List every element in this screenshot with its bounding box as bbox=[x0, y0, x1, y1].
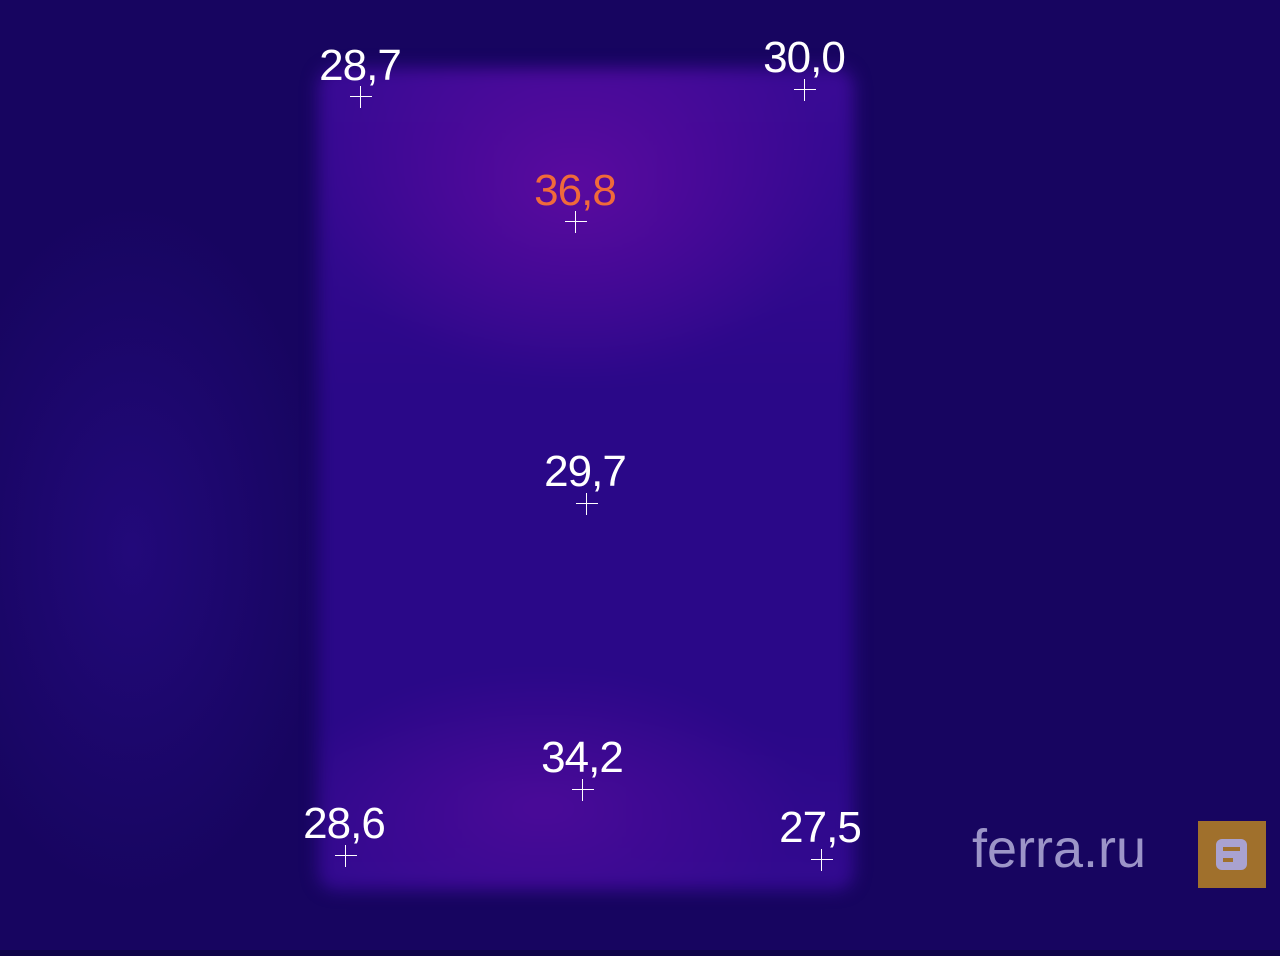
background-heat-region bbox=[0, 200, 330, 900]
measurement-label-top-right: 30,0 bbox=[763, 33, 846, 82]
measurement-label-bottom-left: 28,6 bbox=[303, 799, 386, 848]
crosshair-icon bbox=[794, 79, 816, 101]
measurement-label-bottom-center: 34,2 bbox=[541, 733, 624, 782]
measurement-label-hotspot: 36,8 bbox=[534, 166, 617, 215]
measurement-label-top-left: 28,7 bbox=[319, 41, 402, 90]
device-thermal-silhouette bbox=[318, 68, 854, 890]
measurement-label-center: 29,7 bbox=[544, 447, 627, 496]
crosshair-icon bbox=[811, 849, 833, 871]
ferra-logo-icon bbox=[1198, 821, 1266, 888]
crosshair-icon bbox=[576, 493, 598, 515]
watermark-text: ferra.ru bbox=[972, 819, 1147, 879]
crosshair-icon bbox=[572, 779, 594, 801]
crosshair-icon bbox=[565, 211, 587, 233]
crosshair-icon bbox=[350, 86, 372, 108]
crosshair-icon bbox=[335, 845, 357, 867]
image-bottom-edge bbox=[0, 950, 1280, 956]
measurement-label-bottom-right: 27,5 bbox=[779, 803, 862, 852]
